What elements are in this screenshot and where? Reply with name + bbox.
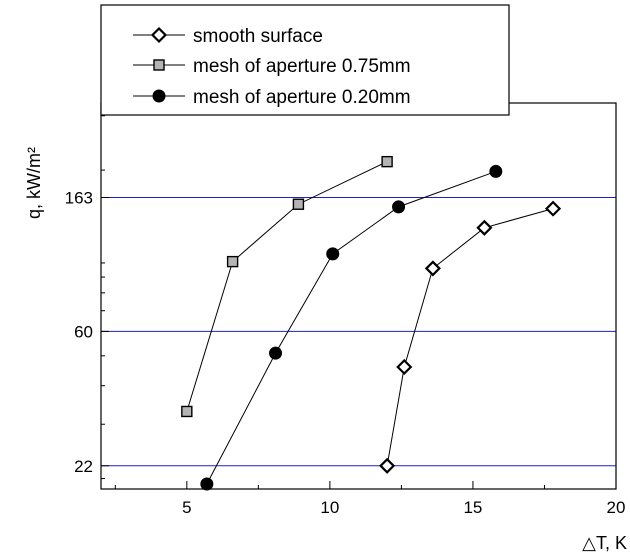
y-tick-label: 60	[74, 322, 93, 341]
x-tick-label: 20	[607, 498, 626, 517]
square-marker	[381, 155, 393, 168]
legend-label: mesh of aperture 0.75mm	[193, 56, 411, 77]
diamond-marker	[476, 219, 493, 236]
x-tick-label: 10	[320, 498, 339, 517]
circle-marker	[326, 247, 340, 261]
square-marker	[153, 59, 165, 71]
axis-ticks: 22 60 163 5 10 15 20	[65, 115, 626, 517]
y-tick-label: 22	[74, 457, 93, 476]
series-group	[379, 200, 562, 474]
series-layer	[181, 155, 562, 491]
legend: smooth surface mesh of aperture 0.75mm mes…	[100, 4, 510, 116]
diamond-marker	[424, 260, 441, 277]
y-tick-label: 163	[65, 188, 93, 207]
series-line	[206, 170, 497, 485]
x-tick-label: 5	[182, 498, 191, 517]
diamond-marker	[396, 358, 413, 376]
square-marker	[181, 405, 193, 418]
series-line	[386, 208, 554, 466]
circle-marker	[269, 346, 283, 360]
square-marker	[226, 255, 239, 268]
y-axis-title: q, kW/m²	[24, 147, 44, 219]
circle-marker	[152, 89, 166, 103]
legend-label: mesh of aperture 0.20mm	[193, 87, 411, 108]
x-tick-label: 15	[463, 498, 482, 517]
series-group	[181, 155, 393, 418]
circle-marker	[200, 477, 214, 491]
diamond-marker	[544, 200, 562, 217]
series-group	[200, 164, 503, 491]
series-line	[186, 161, 388, 412]
grid-lines	[101, 196, 616, 467]
square-marker	[292, 198, 305, 210]
plot-area-frame	[100, 102, 617, 490]
legend-label: smooth surface	[193, 26, 323, 47]
circle-marker	[489, 164, 503, 178]
circle-marker	[392, 200, 406, 214]
legend-box	[100, 4, 510, 116]
x-axis-title: △T, K	[582, 533, 627, 553]
diamond-marker	[379, 457, 396, 474]
diamond-marker	[150, 26, 168, 44]
